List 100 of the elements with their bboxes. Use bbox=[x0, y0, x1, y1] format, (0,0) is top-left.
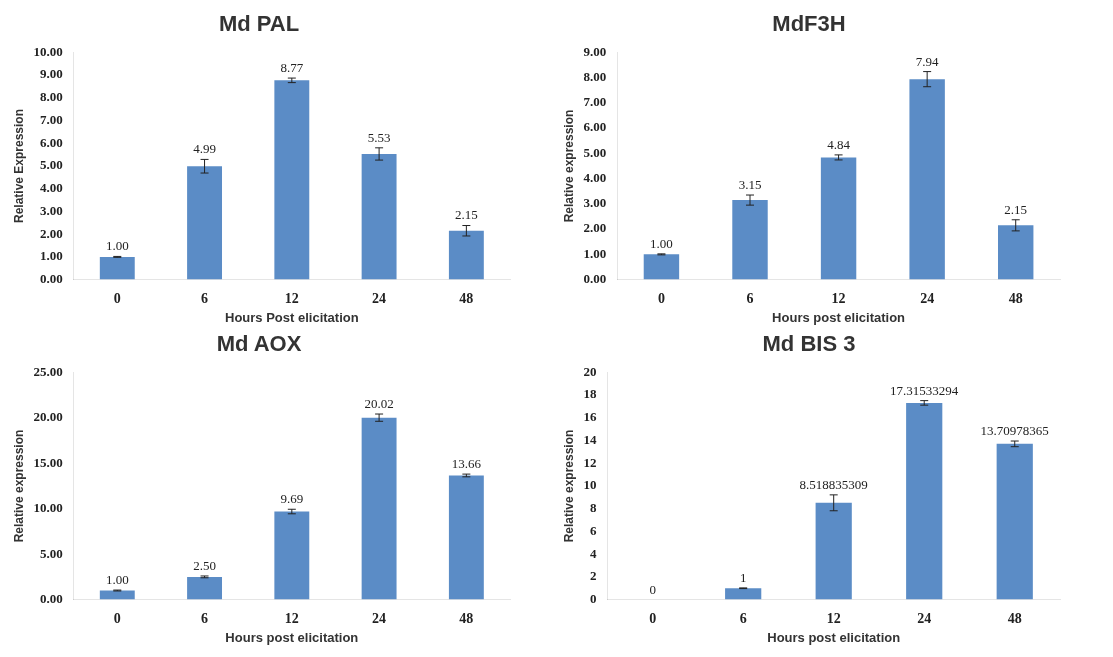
y-tick-label: 5.00 bbox=[39, 157, 63, 173]
bar bbox=[361, 417, 397, 600]
bar bbox=[361, 153, 397, 280]
y-tick-label: 5.00 bbox=[583, 144, 607, 160]
y-tick-label: 8 bbox=[589, 500, 597, 516]
data-label: 0 bbox=[649, 581, 656, 597]
x-tick-label: 24 bbox=[917, 610, 932, 626]
bar bbox=[906, 402, 943, 600]
y-tick-label: 18 bbox=[583, 386, 597, 402]
y-tick-label: 6 bbox=[589, 522, 597, 538]
data-label: 8.518835309 bbox=[799, 476, 868, 492]
y-tick-label: 8.00 bbox=[583, 69, 607, 84]
x-tick-label: 12 bbox=[284, 290, 299, 306]
data-label: 13.66 bbox=[451, 456, 482, 472]
x-tick-label: 6 bbox=[746, 290, 754, 306]
x-tick-label: 48 bbox=[459, 290, 474, 306]
y-tick-label: 0 bbox=[589, 590, 597, 606]
y-tick-label: 7.00 bbox=[583, 94, 607, 110]
y-tick-label: 2.00 bbox=[583, 220, 607, 236]
data-label: 2.50 bbox=[193, 557, 216, 573]
y-tick-label: 2 bbox=[589, 568, 597, 584]
x-axis-title: Hours post elicitation bbox=[772, 309, 906, 325]
data-label: 1 bbox=[739, 569, 747, 585]
y-axis-title: Relative expression bbox=[11, 429, 26, 543]
bar bbox=[998, 225, 1034, 280]
y-tick-label: 1.00 bbox=[583, 245, 607, 261]
y-tick-label: 14 bbox=[583, 431, 597, 447]
y-tick-label: 5.00 bbox=[39, 545, 63, 561]
y-tick-label: 12 bbox=[583, 454, 597, 470]
data-label: 1.00 bbox=[105, 571, 129, 587]
x-axis-title: Hours post elicitation bbox=[767, 629, 901, 645]
x-tick-label: 12 bbox=[284, 610, 299, 626]
bar bbox=[274, 80, 310, 280]
data-label: 9.69 bbox=[280, 491, 304, 507]
y-tick-label: 0.00 bbox=[39, 270, 63, 286]
data-label: 7.94 bbox=[915, 53, 940, 69]
x-tick-label: 0 bbox=[113, 610, 121, 626]
bar bbox=[815, 502, 852, 600]
bar bbox=[274, 511, 310, 600]
data-label: 1.00 bbox=[105, 238, 129, 254]
bar bbox=[909, 79, 945, 280]
y-tick-label: 25.00 bbox=[33, 363, 63, 379]
bar bbox=[448, 230, 484, 280]
x-axis-title: Hours post elicitation bbox=[225, 629, 359, 645]
data-label: 4.99 bbox=[193, 141, 216, 157]
data-label: 3.15 bbox=[738, 176, 762, 192]
data-label: 8.77 bbox=[280, 60, 304, 75]
x-tick-label: 6 bbox=[739, 610, 747, 626]
chart-title: MdF3H bbox=[772, 11, 846, 37]
y-tick-label: 20.00 bbox=[33, 409, 63, 425]
x-tick-label: 24 bbox=[372, 290, 387, 306]
y-tick-label: 10 bbox=[583, 477, 597, 493]
y-tick-label: 20 bbox=[583, 363, 597, 379]
chart-title: Md BIS 3 bbox=[762, 331, 856, 357]
bar bbox=[725, 588, 762, 600]
x-tick-label: 6 bbox=[201, 610, 209, 626]
chart-title: Md AOX bbox=[216, 331, 302, 357]
bar bbox=[448, 475, 484, 600]
y-tick-label: 3.00 bbox=[39, 202, 63, 218]
y-tick-label: 4.00 bbox=[583, 169, 607, 185]
data-label: 5.53 bbox=[367, 129, 391, 145]
x-tick-label: 12 bbox=[831, 290, 846, 306]
x-axis-title: Hours Post elicitation bbox=[225, 309, 359, 325]
y-tick-label: 8.00 bbox=[39, 89, 63, 105]
y-tick-label: 4.00 bbox=[39, 180, 63, 196]
x-tick-label: 48 bbox=[1007, 610, 1022, 626]
y-axis-title: Relative expression bbox=[561, 429, 576, 543]
x-tick-label: 12 bbox=[826, 610, 841, 626]
data-label: 20.02 bbox=[364, 395, 394, 411]
y-tick-label: 2.00 bbox=[39, 225, 63, 241]
y-tick-label: 16 bbox=[583, 409, 597, 425]
y-tick-label: 9.00 bbox=[583, 43, 607, 59]
data-label: 4.84 bbox=[827, 136, 851, 152]
y-tick-label: 0.00 bbox=[39, 590, 63, 606]
bar bbox=[820, 157, 857, 280]
y-tick-label: 7.00 bbox=[39, 111, 63, 127]
data-label: 17.31533294 bbox=[890, 382, 959, 398]
y-axis-title: Relative expression bbox=[561, 109, 576, 223]
bar bbox=[99, 256, 135, 280]
y-tick-label: 4 bbox=[589, 545, 597, 561]
x-tick-label: 48 bbox=[459, 610, 474, 626]
y-tick-label: 3.00 bbox=[583, 195, 607, 211]
y-tick-label: 10.00 bbox=[33, 43, 63, 59]
bar bbox=[643, 254, 680, 280]
data-label: 13.70978365 bbox=[980, 422, 1049, 438]
bar bbox=[996, 443, 1033, 600]
y-axis-title: Relative Expression bbox=[11, 108, 26, 224]
x-tick-label: 6 bbox=[201, 290, 209, 306]
data-label: 2.15 bbox=[454, 207, 478, 223]
y-tick-label: 6.00 bbox=[583, 119, 607, 135]
y-tick-label: 9.00 bbox=[39, 66, 63, 82]
data-label: 1.00 bbox=[650, 235, 673, 251]
bar bbox=[732, 200, 768, 280]
x-tick-label: 0 bbox=[113, 290, 121, 306]
bar bbox=[187, 166, 223, 280]
y-tick-label: 6.00 bbox=[39, 134, 63, 150]
y-tick-label: 15.00 bbox=[33, 454, 63, 470]
x-tick-label: 48 bbox=[1008, 290, 1023, 306]
y-tick-label: 1.00 bbox=[39, 248, 63, 264]
bar bbox=[187, 576, 223, 600]
